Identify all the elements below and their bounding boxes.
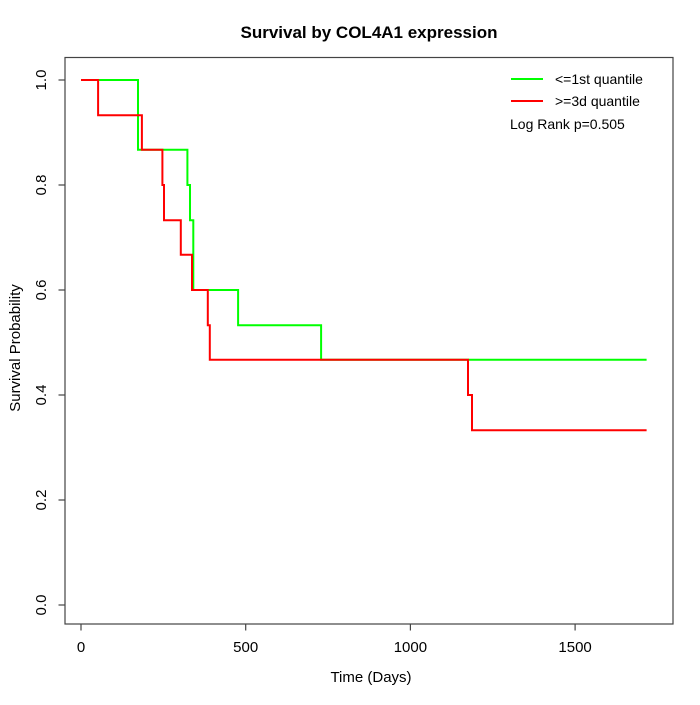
y-axis-label: Survival Probability: [7, 284, 24, 412]
x-tick-label: 1000: [394, 639, 427, 656]
survival-curves: [81, 79, 647, 432]
x-tick-label: 1500: [558, 639, 591, 656]
y-tick-label: 0.8: [33, 175, 50, 196]
legend: <=1st quantile >=3d quantile Log Rank p=…: [510, 71, 643, 132]
y-axis-ticks: 0.0 0.2 0.4 0.6 0.8 1.0: [33, 70, 65, 616]
y-tick-label: 0.2: [33, 490, 50, 511]
x-axis-ticks: 0 500 1000 1500: [77, 624, 592, 656]
y-tick-label: 1.0: [33, 70, 50, 91]
x-tick-label: 500: [233, 639, 258, 656]
survival-curve--3d-quantile: [81, 79, 647, 432]
x-tick-label: 0: [77, 639, 85, 656]
chart-title: Survival by COL4A1 expression: [241, 23, 498, 42]
legend-label-1st-quantile: <=1st quantile: [555, 71, 643, 87]
x-axis-label: Time (Days): [330, 669, 411, 686]
log-rank-annotation: Log Rank p=0.505: [510, 116, 625, 132]
y-tick-label: 0.4: [33, 385, 50, 406]
legend-label-3d-quantile: >=3d quantile: [555, 93, 640, 109]
y-tick-label: 0.6: [33, 280, 50, 301]
y-tick-label: 0.0: [33, 595, 50, 616]
plot-box: [64, 56, 674, 625]
